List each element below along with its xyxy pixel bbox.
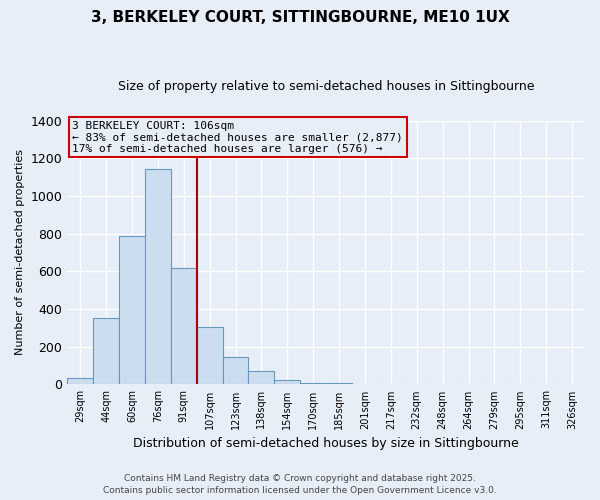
Bar bbox=[248, 371, 274, 384]
Bar bbox=[300, 382, 326, 384]
Bar bbox=[145, 168, 171, 384]
Bar bbox=[119, 236, 145, 384]
Bar bbox=[274, 380, 300, 384]
Bar bbox=[223, 357, 248, 384]
Text: 3, BERKELEY COURT, SITTINGBOURNE, ME10 1UX: 3, BERKELEY COURT, SITTINGBOURNE, ME10 1… bbox=[91, 10, 509, 25]
Y-axis label: Number of semi-detached properties: Number of semi-detached properties bbox=[15, 150, 25, 356]
Bar bbox=[67, 378, 93, 384]
Title: Size of property relative to semi-detached houses in Sittingbourne: Size of property relative to semi-detach… bbox=[118, 80, 535, 93]
Bar bbox=[197, 327, 223, 384]
Text: 3 BERKELEY COURT: 106sqm
← 83% of semi-detached houses are smaller (2,877)
17% o: 3 BERKELEY COURT: 106sqm ← 83% of semi-d… bbox=[73, 120, 403, 154]
Bar bbox=[93, 318, 119, 384]
Bar bbox=[171, 268, 197, 384]
X-axis label: Distribution of semi-detached houses by size in Sittingbourne: Distribution of semi-detached houses by … bbox=[133, 437, 519, 450]
Text: Contains HM Land Registry data © Crown copyright and database right 2025.
Contai: Contains HM Land Registry data © Crown c… bbox=[103, 474, 497, 495]
Bar bbox=[326, 382, 352, 384]
